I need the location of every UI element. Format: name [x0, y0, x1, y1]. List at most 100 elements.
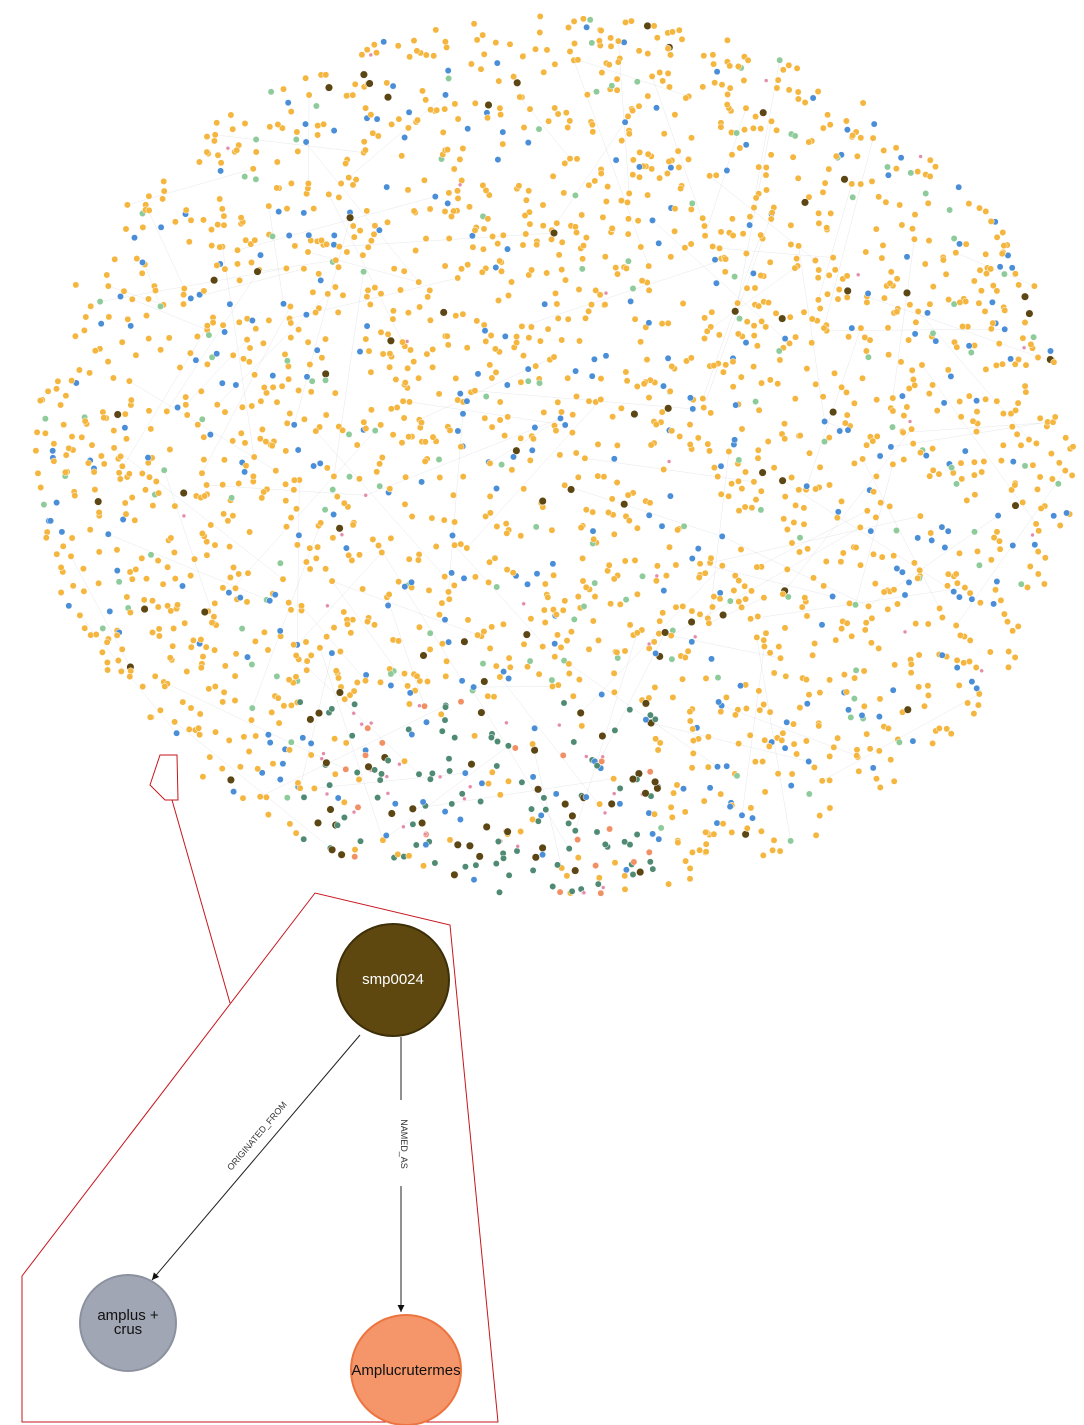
graph-node[interactable]: [448, 569, 456, 577]
graph-node[interactable]: [479, 660, 487, 668]
graph-node[interactable]: [441, 38, 449, 46]
graph-node[interactable]: [113, 546, 121, 554]
graph-node[interactable]: [565, 670, 573, 677]
graph-node[interactable]: [815, 266, 823, 274]
graph-node[interactable]: [621, 647, 629, 655]
graph-node[interactable]: [522, 630, 531, 639]
graph-node[interactable]: [503, 381, 511, 389]
graph-node[interactable]: [482, 186, 490, 194]
graph-node[interactable]: [893, 275, 901, 283]
graph-node[interactable]: [701, 314, 709, 322]
graph-node[interactable]: [532, 523, 540, 531]
graph-node[interactable]: [731, 307, 740, 316]
graph-node[interactable]: [187, 294, 195, 302]
graph-node[interactable]: [728, 828, 736, 836]
graph-node[interactable]: [834, 508, 842, 516]
graph-node[interactable]: [387, 534, 395, 542]
graph-node[interactable]: [441, 573, 449, 581]
graph-node[interactable]: [374, 794, 382, 802]
graph-node[interactable]: [364, 286, 372, 294]
graph-node[interactable]: [966, 589, 974, 597]
graph-node[interactable]: [308, 377, 316, 385]
graph-node[interactable]: [485, 578, 493, 586]
graph-node[interactable]: [774, 770, 782, 778]
graph-node[interactable]: [1011, 360, 1019, 368]
graph-node[interactable]: [454, 427, 462, 435]
graph-node[interactable]: [820, 582, 828, 590]
graph-node[interactable]: [379, 350, 387, 358]
graph-node[interactable]: [560, 657, 568, 665]
graph-node[interactable]: [900, 456, 908, 463]
graph-node[interactable]: [868, 177, 876, 185]
graph-node[interactable]: [574, 473, 582, 481]
graph-node[interactable]: [303, 373, 311, 381]
graph-node[interactable]: [1036, 414, 1044, 422]
graph-node[interactable]: [145, 295, 152, 303]
graph-node[interactable]: [330, 624, 338, 632]
graph-node[interactable]: [901, 591, 909, 599]
graph-node[interactable]: [420, 176, 428, 184]
graph-node[interactable]: [488, 423, 496, 431]
graph-node[interactable]: [1012, 406, 1020, 414]
graph-node[interactable]: [728, 151, 736, 159]
graph-node[interactable]: [499, 620, 507, 628]
graph-node[interactable]: [226, 300, 234, 308]
graph-node[interactable]: [209, 319, 217, 327]
graph-node[interactable]: [781, 624, 789, 632]
graph-node[interactable]: [432, 26, 440, 34]
graph-node[interactable]: [345, 551, 353, 559]
graph-node[interactable]: [686, 864, 694, 872]
graph-node[interactable]: [967, 349, 975, 356]
graph-node[interactable]: [893, 565, 901, 572]
graph-node[interactable]: [973, 684, 981, 692]
graph-node[interactable]: [562, 109, 570, 117]
graph-node[interactable]: [717, 123, 725, 131]
graph-node[interactable]: [599, 213, 607, 221]
graph-node[interactable]: [160, 187, 168, 195]
graph-node[interactable]: [636, 148, 644, 156]
graph-node[interactable]: [418, 478, 426, 486]
graph-node[interactable]: [171, 218, 179, 226]
graph-node[interactable]: [787, 221, 795, 229]
graph-node[interactable]: [781, 335, 789, 343]
graph-node[interactable]: [522, 196, 530, 204]
graph-node[interactable]: [982, 250, 990, 258]
graph-node[interactable]: [360, 418, 368, 426]
graph-node[interactable]: [139, 683, 147, 691]
graph-node[interactable]: [1020, 292, 1030, 301]
graph-node[interactable]: [982, 207, 990, 215]
graph-node[interactable]: [316, 459, 324, 467]
graph-node[interactable]: [704, 440, 712, 448]
graph-node[interactable]: [380, 38, 388, 46]
graph-node[interactable]: [689, 725, 697, 733]
graph-node[interactable]: [970, 710, 978, 718]
graph-node[interactable]: [375, 226, 383, 234]
graph-node[interactable]: [253, 267, 262, 276]
graph-node[interactable]: [231, 697, 239, 704]
graph-node[interactable]: [155, 632, 163, 640]
graph-node[interactable]: [185, 725, 193, 733]
graph-node[interactable]: [395, 578, 403, 586]
graph-node[interactable]: [399, 397, 407, 405]
graph-node[interactable]: [633, 831, 641, 838]
graph-node[interactable]: [296, 698, 304, 706]
graph-node[interactable]: [613, 479, 621, 486]
graph-node[interactable]: [1024, 583, 1031, 591]
graph-node[interactable]: [827, 209, 835, 217]
graph-node[interactable]: [832, 152, 840, 160]
graph-node[interactable]: [491, 554, 499, 562]
graph-node[interactable]: [751, 284, 759, 292]
graph-node[interactable]: [383, 93, 393, 102]
graph-node[interactable]: [738, 603, 746, 611]
graph-node[interactable]: [574, 836, 582, 844]
graph-node[interactable]: [889, 407, 897, 415]
graph-node[interactable]: [593, 828, 601, 836]
graph-node[interactable]: [494, 240, 502, 248]
graph-node[interactable]: [704, 733, 712, 741]
graph-node[interactable]: [565, 660, 573, 668]
graph-node[interactable]: [927, 529, 935, 537]
graph-node[interactable]: [520, 485, 528, 493]
graph-node[interactable]: [471, 732, 479, 740]
graph-node[interactable]: [126, 568, 134, 576]
graph-node[interactable]: [597, 889, 605, 897]
